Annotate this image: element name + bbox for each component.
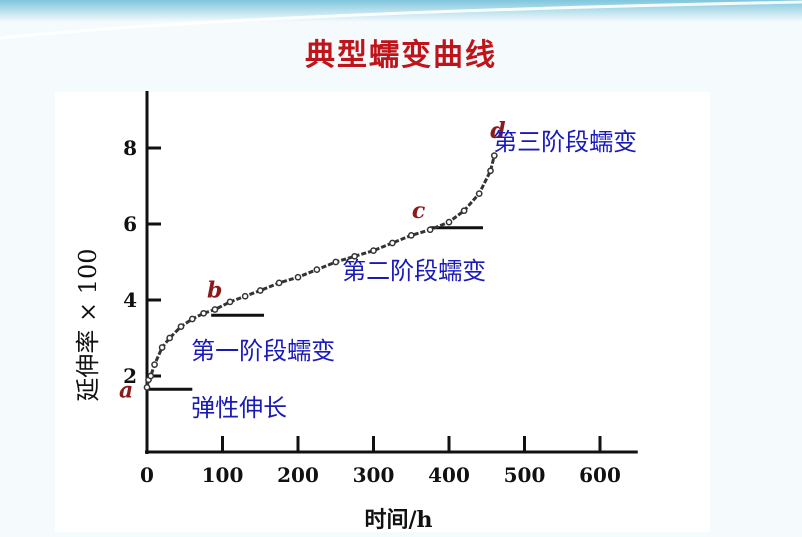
- curve-point: [332, 258, 340, 266]
- x-tick-label: 400: [428, 463, 470, 487]
- stage-label: 第二阶段蠕变: [342, 257, 486, 285]
- x-tick-label: 300: [353, 463, 395, 487]
- curve-point: [177, 323, 185, 330]
- y-axis-title: 延伸率 × 100: [74, 248, 102, 401]
- stage-label: 弹性伸长: [191, 394, 287, 422]
- x-tick-label: 500: [504, 463, 546, 487]
- curve-point: [147, 372, 155, 380]
- point-label-d: d: [490, 118, 505, 144]
- curve-point: [445, 218, 453, 226]
- curve-point: [200, 309, 207, 317]
- point-label-a: a: [119, 377, 133, 403]
- curve-point: [151, 361, 158, 368]
- curve-point: [475, 190, 483, 197]
- annotations: a b c d 弹性伸长 第一阶段蠕变 第二阶段蠕变 第三阶段蠕变: [119, 118, 637, 422]
- curve-point: [426, 226, 434, 234]
- curve-point: [211, 306, 219, 313]
- curve-point: [294, 273, 302, 281]
- point-label-c: c: [412, 198, 426, 224]
- x-axis-title: 时间/h: [364, 507, 432, 533]
- curve-point: [158, 344, 166, 351]
- curve-point: [188, 315, 196, 323]
- y-tick-label: 4: [123, 288, 137, 312]
- axes: 2 4 6 8 0 100 200 300 400 500 600 延伸率 × 100 时间/h: [74, 91, 638, 533]
- curve-point: [490, 152, 498, 159]
- creep-curve: [143, 152, 498, 391]
- curve-point: [275, 279, 283, 287]
- curve-point: [241, 292, 249, 300]
- stage-label: 第一阶段蠕变: [191, 337, 335, 365]
- curve-point: [389, 239, 396, 247]
- y-tick-label: 6: [123, 212, 137, 236]
- stage-markers: [147, 226, 483, 391]
- x-tick-label: 200: [277, 463, 319, 487]
- curve-point: [487, 167, 494, 175]
- y-tick-label: 8: [123, 136, 137, 160]
- x-tick-label: 600: [579, 463, 621, 487]
- curve-point: [460, 207, 468, 215]
- curve-point: [256, 287, 264, 294]
- curve-point: [313, 266, 321, 273]
- stage-label: 第三阶段蠕变: [493, 128, 637, 156]
- top-swoosh: [0, 0, 802, 40]
- y-tick-label: 2: [123, 364, 137, 388]
- x-tick-label: 0: [140, 463, 154, 487]
- point-label-b: b: [207, 278, 222, 304]
- x-tick-label: 100: [202, 463, 244, 487]
- curve-point: [351, 252, 358, 260]
- curve-point: [226, 298, 234, 306]
- curve-point: [143, 384, 151, 391]
- plot-background: [55, 92, 710, 532]
- curve-point: [166, 334, 173, 342]
- curve-point: [407, 232, 415, 239]
- slide-title: 典型蠕变曲线: [305, 38, 497, 73]
- curve-point: [370, 247, 377, 254]
